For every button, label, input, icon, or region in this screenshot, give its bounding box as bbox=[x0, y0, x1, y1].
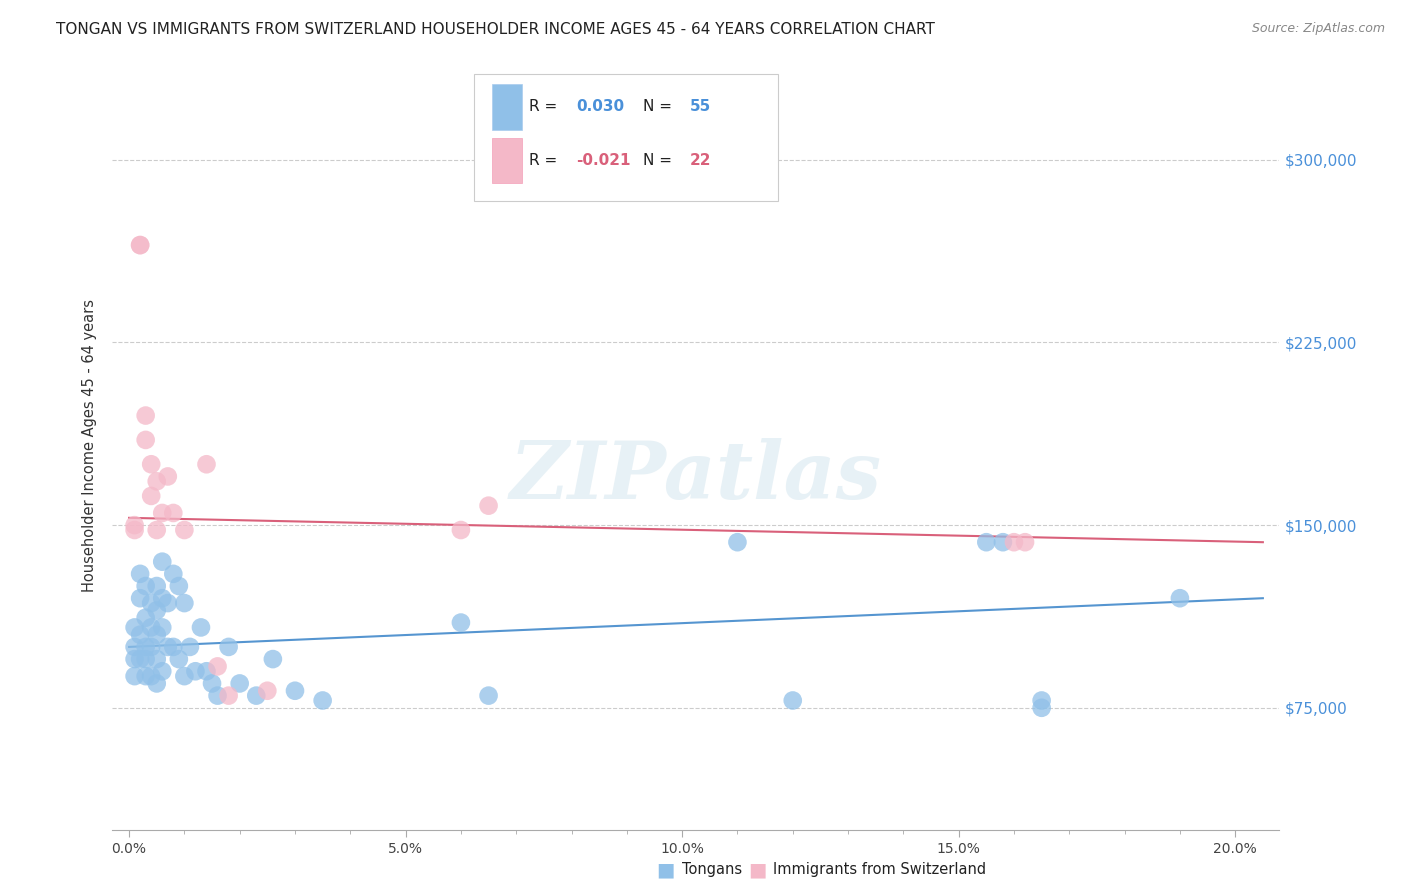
Point bbox=[1168, 591, 1191, 606]
Point bbox=[162, 566, 184, 581]
Point bbox=[477, 499, 499, 513]
Point bbox=[124, 652, 146, 666]
Point bbox=[162, 506, 184, 520]
Point bbox=[135, 640, 157, 654]
Text: N =: N = bbox=[644, 99, 678, 114]
Text: TONGAN VS IMMIGRANTS FROM SWITZERLAND HOUSEHOLDER INCOME AGES 45 - 64 YEARS CORR: TONGAN VS IMMIGRANTS FROM SWITZERLAND HO… bbox=[56, 22, 935, 37]
Text: 22: 22 bbox=[690, 153, 711, 168]
Point bbox=[207, 659, 229, 673]
Point bbox=[173, 669, 195, 683]
Point bbox=[145, 475, 167, 489]
Point bbox=[727, 535, 749, 549]
Point bbox=[145, 523, 167, 537]
Point bbox=[156, 640, 179, 654]
Point bbox=[207, 689, 229, 703]
Point bbox=[141, 457, 163, 471]
FancyBboxPatch shape bbox=[492, 138, 522, 183]
Point bbox=[991, 535, 1014, 549]
Point bbox=[150, 555, 173, 569]
Point bbox=[782, 693, 804, 707]
Point bbox=[129, 238, 152, 252]
Point bbox=[135, 409, 157, 423]
Point bbox=[129, 566, 152, 581]
Text: R =: R = bbox=[529, 99, 562, 114]
Point bbox=[190, 620, 212, 634]
Text: ZIPatlas: ZIPatlas bbox=[510, 438, 882, 516]
Point bbox=[245, 689, 267, 703]
Point bbox=[141, 489, 163, 503]
Point bbox=[173, 523, 195, 537]
Point bbox=[150, 591, 173, 606]
Text: 55: 55 bbox=[690, 99, 711, 114]
Point bbox=[141, 640, 163, 654]
Point bbox=[450, 523, 472, 537]
Point bbox=[124, 620, 146, 634]
Text: -0.021: -0.021 bbox=[576, 153, 630, 168]
Point bbox=[262, 652, 284, 666]
FancyBboxPatch shape bbox=[492, 85, 522, 129]
Point bbox=[1031, 700, 1053, 714]
Point bbox=[477, 689, 499, 703]
Point bbox=[218, 640, 240, 654]
Point bbox=[179, 640, 201, 654]
Point bbox=[150, 620, 173, 634]
Point bbox=[976, 535, 998, 549]
Point bbox=[129, 238, 152, 252]
Point bbox=[145, 628, 167, 642]
Point bbox=[135, 433, 157, 447]
Point bbox=[145, 579, 167, 593]
Point bbox=[218, 689, 240, 703]
Point bbox=[129, 652, 152, 666]
Point bbox=[124, 669, 146, 683]
Point bbox=[1014, 535, 1036, 549]
Point bbox=[184, 665, 207, 679]
Point bbox=[150, 665, 173, 679]
Point bbox=[201, 676, 224, 690]
Point bbox=[124, 518, 146, 533]
Text: Source: ZipAtlas.com: Source: ZipAtlas.com bbox=[1251, 22, 1385, 36]
Text: 0.030: 0.030 bbox=[576, 99, 624, 114]
Point bbox=[145, 652, 167, 666]
Point bbox=[167, 652, 190, 666]
Point bbox=[195, 665, 218, 679]
Point bbox=[195, 457, 218, 471]
Point bbox=[284, 683, 307, 698]
Text: R =: R = bbox=[529, 153, 562, 168]
Point bbox=[156, 596, 179, 610]
Point bbox=[135, 652, 157, 666]
Point bbox=[135, 669, 157, 683]
FancyBboxPatch shape bbox=[474, 74, 778, 201]
Point bbox=[141, 620, 163, 634]
Point bbox=[156, 469, 179, 483]
Point bbox=[167, 579, 190, 593]
Point bbox=[1002, 535, 1025, 549]
Point bbox=[145, 676, 167, 690]
Point bbox=[135, 579, 157, 593]
Point bbox=[256, 683, 278, 698]
Point bbox=[228, 676, 250, 690]
Text: Immigrants from Switzerland: Immigrants from Switzerland bbox=[773, 863, 987, 877]
Text: ■: ■ bbox=[657, 860, 675, 880]
Point bbox=[311, 693, 333, 707]
Point bbox=[450, 615, 472, 630]
Point bbox=[124, 523, 146, 537]
Text: N =: N = bbox=[644, 153, 678, 168]
Point bbox=[129, 591, 152, 606]
Point bbox=[145, 603, 167, 617]
Point bbox=[141, 669, 163, 683]
Text: Tongans: Tongans bbox=[682, 863, 742, 877]
Text: ■: ■ bbox=[748, 860, 766, 880]
Point bbox=[129, 628, 152, 642]
Y-axis label: Householder Income Ages 45 - 64 years: Householder Income Ages 45 - 64 years bbox=[82, 300, 97, 592]
Point bbox=[124, 640, 146, 654]
Point bbox=[150, 506, 173, 520]
Point bbox=[173, 596, 195, 610]
Point bbox=[135, 610, 157, 624]
Point bbox=[162, 640, 184, 654]
Point bbox=[1031, 693, 1053, 707]
Point bbox=[141, 596, 163, 610]
